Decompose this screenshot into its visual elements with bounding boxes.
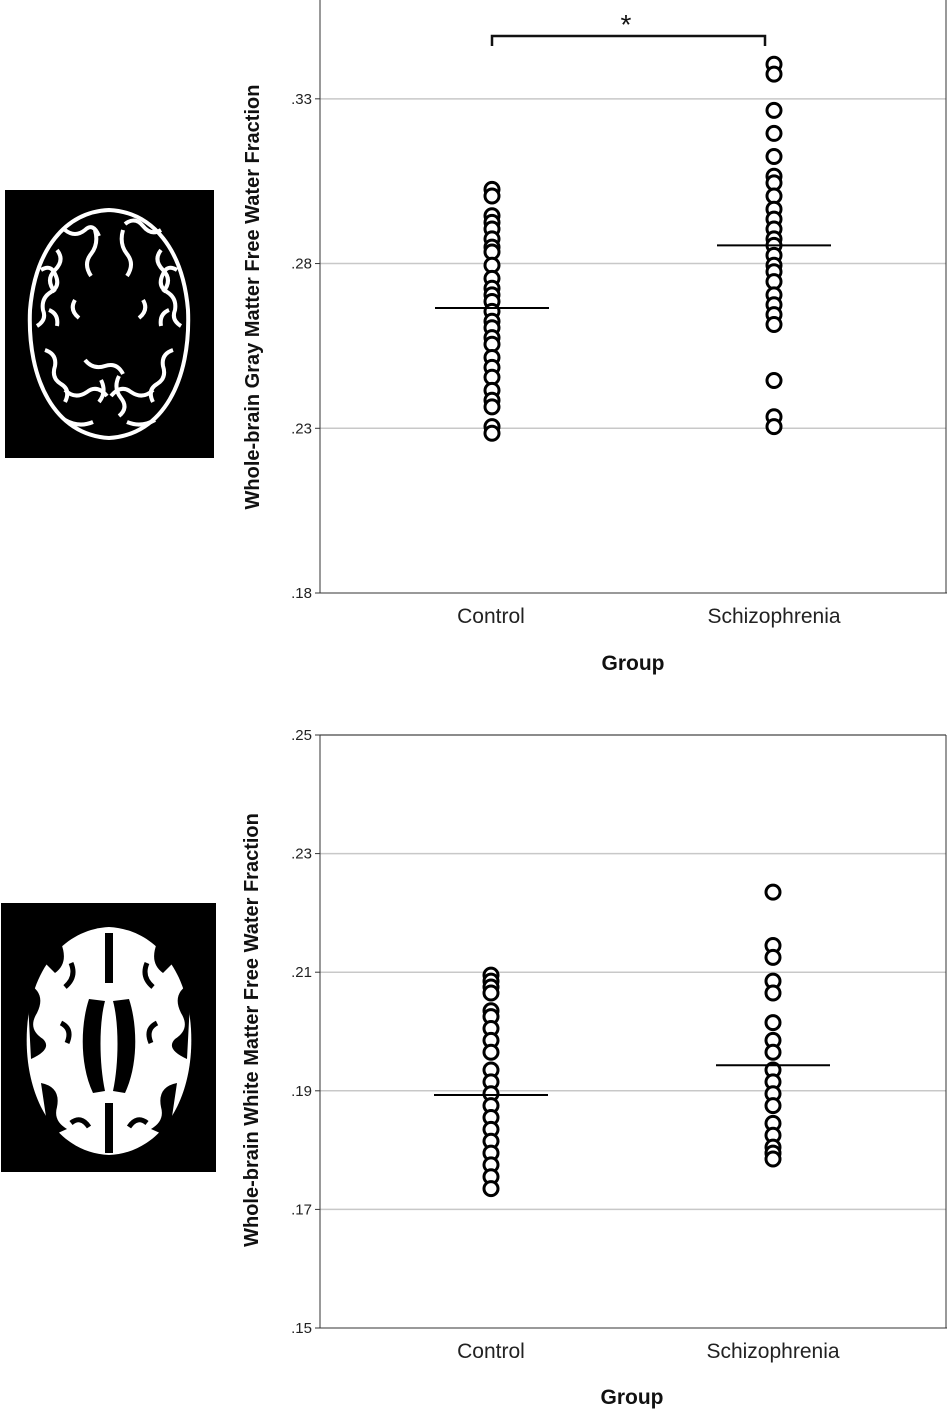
data-point	[483, 187, 501, 205]
data-point	[764, 1043, 782, 1061]
white-matter-y-ticks: .15 .17 .19 .21 .23 .25	[291, 727, 320, 1337]
significance-star: *	[621, 9, 632, 40]
y-tick-label: .25	[291, 727, 312, 744]
data-point	[764, 1150, 782, 1168]
gray-matter-y-ticks: .18 .23 .28 .33	[291, 91, 320, 602]
white-matter-y-axis-title: Whole-brain White Matter Free Water Frac…	[241, 813, 263, 1247]
gray-matter-x-axis-title: Group	[602, 652, 665, 675]
gray-matter-gridlines	[320, 98, 946, 430]
white-matter-gridlines	[320, 734, 946, 1211]
data-point	[764, 1014, 782, 1032]
white-matter-category-schizophrenia: Schizophrenia	[706, 1340, 839, 1363]
gray-matter-brain-image	[5, 190, 214, 458]
y-tick-label: .18	[291, 585, 312, 602]
significance-bracket	[490, 34, 767, 46]
data-point	[764, 1097, 782, 1115]
data-point	[765, 418, 783, 436]
y-tick-label: .17	[291, 1201, 312, 1218]
white-matter-x-axis-title: Group	[601, 1386, 664, 1409]
white-matter-means	[434, 1064, 830, 1096]
y-tick-label: .21	[291, 964, 312, 981]
white-matter-points	[482, 883, 782, 1198]
y-tick-label: .15	[291, 1320, 312, 1337]
data-point	[765, 372, 783, 390]
white-matter-chart: .15 .17 .19 .21 .23 .25 Control Schizophrenia…	[241, 727, 947, 1409]
data-point	[764, 883, 782, 901]
data-point	[482, 1043, 500, 1061]
gray-matter-means	[435, 244, 831, 310]
gray-matter-y-axis-title: Whole-brain Gray Matter Free Water Fract…	[242, 85, 264, 510]
white-matter-category-control: Control	[457, 1340, 525, 1363]
y-tick-label: .23	[291, 846, 312, 863]
gray-matter-category-schizophrenia: Schizophrenia	[707, 605, 840, 628]
white-matter-brain-image	[1, 903, 216, 1172]
gray-matter-category-control: Control	[457, 605, 525, 628]
data-point	[765, 147, 783, 165]
data-point	[765, 316, 783, 334]
data-point	[482, 984, 500, 1002]
data-point	[765, 65, 783, 83]
y-tick-label: .33	[291, 91, 312, 108]
data-point	[764, 984, 782, 1002]
data-point	[483, 424, 501, 442]
gray-matter-chart: .18 .23 .28 .33 * Control Schizophrenia Gro…	[242, 0, 947, 675]
y-tick-label: .28	[291, 256, 312, 273]
data-point	[482, 1180, 500, 1198]
data-point	[764, 948, 782, 966]
data-point	[765, 101, 783, 119]
y-tick-label: .23	[291, 420, 312, 437]
data-point	[483, 398, 501, 416]
gray-matter-points	[483, 55, 783, 442]
data-point	[765, 124, 783, 142]
y-tick-label: .19	[291, 1083, 312, 1100]
